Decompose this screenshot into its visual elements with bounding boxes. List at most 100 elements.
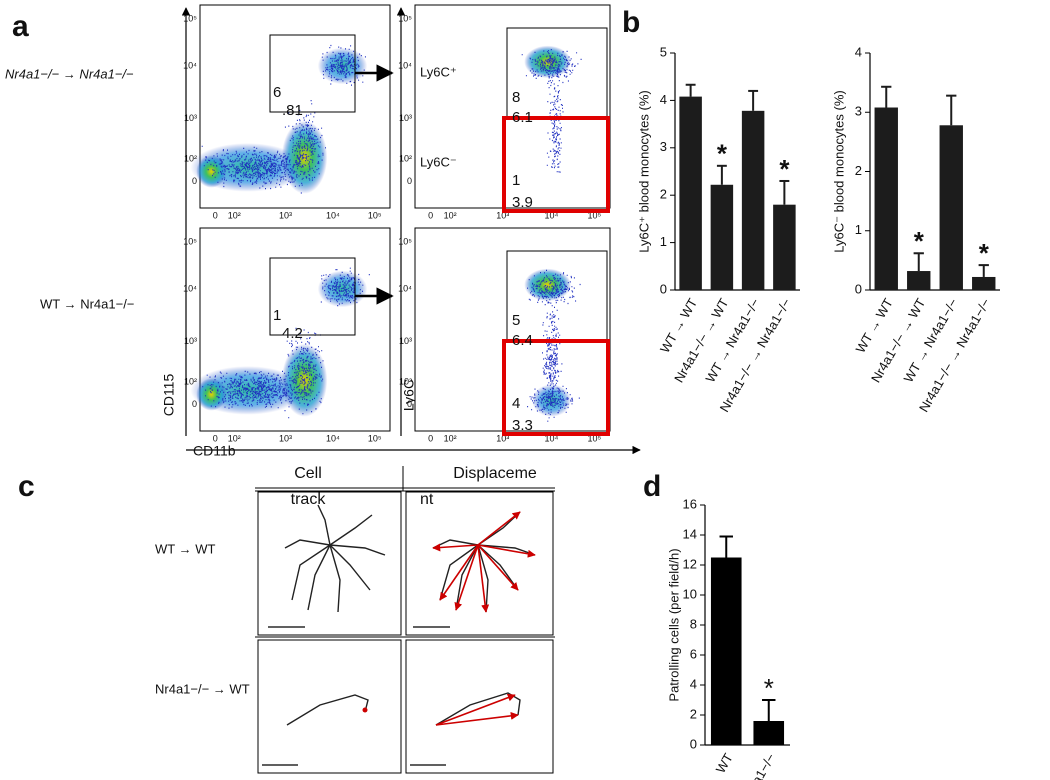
- track: [477, 544, 519, 591]
- x-tick-label: 10⁴: [326, 210, 340, 220]
- y-tick-label: 10²: [184, 154, 197, 164]
- gate-label: Ly6C⁻: [420, 154, 457, 169]
- y-tick-label: 10⁵: [398, 237, 412, 247]
- y-tick-label: 4: [855, 44, 862, 59]
- track: [286, 694, 369, 726]
- gate-label: Ly6C⁺: [420, 64, 457, 79]
- gate-value: 6: [273, 84, 281, 101]
- displacement: [439, 544, 479, 601]
- gate-value: 4.2: [282, 325, 303, 342]
- gate-value: 5: [512, 312, 520, 329]
- axis-label: Ly6C: [401, 379, 417, 411]
- significance: *: [764, 673, 774, 703]
- y-tick-label: 12: [683, 556, 697, 571]
- cell-tracks: Cell track Displaceme nt WT → WT Nr4a1−/…: [155, 465, 555, 774]
- track: [439, 544, 479, 601]
- x-tick-label: Nr4a1−/−: [738, 751, 778, 780]
- significance: *: [717, 139, 728, 169]
- gate: [502, 339, 610, 436]
- gate-value: 1: [512, 172, 520, 189]
- y-tick-label: 2: [690, 706, 697, 721]
- bar: [753, 721, 785, 745]
- track: [284, 539, 331, 549]
- density: [281, 120, 328, 194]
- y-axis-label: Ly6C⁺ blood monocytes (%): [636, 90, 651, 252]
- displacement: [477, 544, 536, 558]
- x-tick-label: 10³: [279, 210, 292, 220]
- y-tick-label: 3: [660, 139, 667, 154]
- track: [291, 544, 331, 601]
- density: [196, 155, 227, 188]
- bar: [741, 110, 765, 290]
- row-label: Nr4a1−/− → WT: [155, 681, 250, 696]
- y-tick-label: 10⁵: [183, 237, 197, 247]
- track: [435, 692, 521, 726]
- y-tick-label: 2: [660, 187, 667, 202]
- displacement: [477, 544, 519, 591]
- x-tick-label: 10³: [496, 433, 509, 443]
- track: [477, 544, 489, 613]
- bar: [939, 125, 963, 290]
- flow-plots: 0 10² 10³ 10⁴ 10⁵ 10⁵ 10⁴ 10³ 10² 0 0 10² 10³ 10⁴ 10⁵ 1…: [183, 4, 611, 443]
- y-tick-label: 10⁴: [183, 60, 197, 70]
- events: [202, 267, 370, 419]
- y-tick-label: 0: [855, 281, 862, 296]
- y-tick-label: 8: [690, 616, 697, 631]
- column-header: track: [291, 491, 327, 508]
- cell: [362, 707, 368, 713]
- y-tick-label: 3: [855, 104, 862, 119]
- x-tick-label: 10⁵: [588, 210, 602, 220]
- track: [329, 544, 386, 556]
- panel-label: b: [622, 6, 640, 39]
- events: [201, 44, 366, 194]
- y-tick-label: 0: [407, 176, 412, 186]
- x-tick-label: 10⁴: [326, 433, 340, 443]
- track: [329, 514, 373, 546]
- gate-value: 3.9: [512, 194, 533, 211]
- track: [329, 544, 371, 591]
- displacement: [477, 544, 490, 613]
- x-tick-label: 0: [428, 433, 433, 443]
- y-tick-label: 10³: [399, 336, 412, 346]
- displacement: [454, 544, 479, 611]
- y-tick-label: 4: [690, 676, 697, 691]
- gate-value: 1: [273, 307, 281, 324]
- x-tick-label: WT: [713, 751, 736, 776]
- x-tick-label: 10⁴: [545, 433, 559, 443]
- y-tick-label: 10²: [399, 377, 412, 387]
- events: [527, 269, 581, 422]
- track: [455, 544, 479, 611]
- track: [317, 504, 331, 546]
- gate-value: 6.4: [512, 332, 533, 349]
- column-header: Cell: [294, 465, 322, 482]
- bar: [679, 96, 702, 290]
- plot-frame: [414, 227, 611, 432]
- gate-value: 6.1: [512, 109, 533, 126]
- y-axis-label: Patrolling cells (per field/h): [666, 548, 681, 701]
- row-label: WT → Nr4a1−/−: [40, 296, 134, 311]
- x-tick-label: 10⁵: [588, 433, 602, 443]
- gate-value: 8: [512, 89, 520, 106]
- panel-label: d: [643, 470, 661, 503]
- row-label: Nr4a1−/− → Nr4a1−/−: [5, 66, 134, 81]
- gate: [502, 116, 610, 213]
- x-tick-label: 0: [428, 210, 433, 220]
- x-tick-label: 10⁵: [368, 433, 382, 443]
- column-header: Displaceme: [453, 465, 537, 482]
- y-tick-label: 10²: [184, 377, 197, 387]
- panel-label: c: [18, 470, 35, 503]
- bar: [710, 557, 742, 745]
- gate-value: 3.3: [512, 417, 533, 434]
- y-tick-label: 0: [407, 399, 412, 409]
- track-box: [405, 639, 554, 774]
- track-box: [257, 491, 402, 636]
- track: [307, 544, 331, 611]
- gate-value: .81: [282, 102, 303, 119]
- y-tick-label: 2: [855, 163, 862, 178]
- axis-label: CD11b: [193, 443, 236, 459]
- y-tick-label: 10⁴: [398, 60, 412, 70]
- x-tick-label: 10²: [444, 433, 457, 443]
- y-tick-label: 0: [690, 736, 697, 751]
- y-tick-label: 1: [855, 222, 862, 237]
